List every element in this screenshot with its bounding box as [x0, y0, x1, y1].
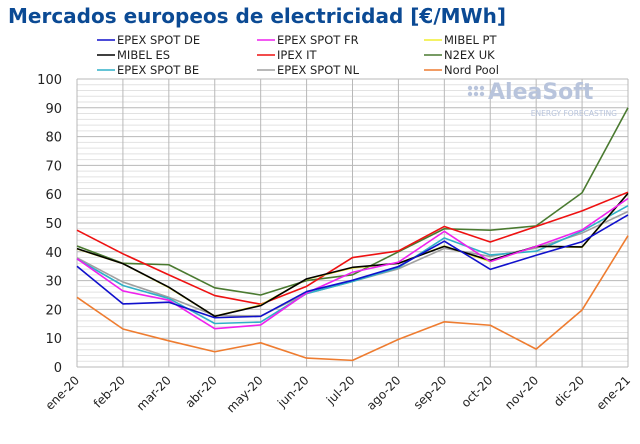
x-tick-label: jul-20: [323, 373, 358, 408]
y-tick-label: 90: [45, 102, 62, 117]
legend-item: MIBEL PT: [424, 33, 497, 47]
legend-item: MIBEL ES: [97, 48, 170, 62]
x-tick-label: sep-20: [411, 373, 450, 412]
x-tick-label: jun-20: [274, 373, 312, 411]
legend-item: EPEX SPOT FR: [257, 33, 359, 47]
series-line-epex-spot-fr: [76, 197, 629, 330]
legend-label: EPEX SPOT DE: [117, 33, 200, 47]
legend-label: N2EX UK: [444, 48, 495, 62]
x-tick-label: feb-20: [91, 373, 128, 410]
y-tick-label: 60: [45, 188, 62, 203]
legend-label: MIBEL ES: [117, 48, 170, 62]
y-tick-label: 10: [45, 332, 62, 347]
y-tick-label: 80: [45, 131, 62, 146]
legend-item: EPEX SPOT BE: [97, 63, 199, 77]
x-tick-label: mar-20: [134, 373, 174, 413]
legend-label: IPEX IT: [277, 48, 318, 62]
y-tick-label: 30: [45, 275, 62, 290]
y-tick-label: 0: [54, 361, 62, 376]
legend-label: MIBEL PT: [444, 33, 497, 47]
legend-item: IPEX IT: [257, 48, 318, 62]
logo-dot: [467, 91, 473, 97]
chart-title: Mercados europeos de electricidad [€/MWh…: [8, 4, 506, 28]
legend-label: EPEX SPOT BE: [117, 63, 199, 77]
legend-item: Nord Pool: [424, 63, 499, 77]
legend-item: N2EX UK: [424, 48, 495, 62]
logo-dot: [473, 85, 479, 91]
logo-dot: [467, 85, 473, 91]
logo-dot: [479, 85, 485, 91]
x-tick-label: ene-21: [594, 373, 634, 413]
series-line-epex-spot-be: [76, 205, 629, 325]
series-line-epex-spot-de: [76, 214, 629, 319]
legend-label: Nord Pool: [444, 63, 499, 77]
logo-text: AleaSoft: [488, 80, 594, 105]
x-tick-label: nov-20: [502, 373, 541, 412]
x-tick-label: oct-20: [458, 373, 495, 410]
x-tick-label: ago-20: [364, 373, 404, 413]
legend-label: EPEX SPOT NL: [277, 63, 360, 77]
legend-item: EPEX SPOT DE: [97, 33, 200, 47]
legend-label: EPEX SPOT FR: [277, 33, 359, 47]
logo-dot: [473, 91, 479, 97]
legend-item: EPEX SPOT NL: [257, 63, 360, 77]
series-line-ipex-it: [76, 191, 629, 306]
y-tick-label: 20: [45, 303, 62, 318]
y-tick-label: 50: [45, 217, 62, 232]
x-tick-label: abr-20: [183, 373, 220, 410]
x-tick-label: dic-20: [551, 373, 587, 409]
aleasoft-logo: AleaSoft ENERGY FORECASTING: [467, 80, 617, 118]
y-tick-label: 70: [45, 159, 62, 174]
series-line-nord-pool: [76, 235, 629, 362]
logo-subtext: ENERGY FORECASTING: [531, 109, 617, 118]
x-tick-label: may-20: [224, 373, 266, 415]
y-tick-label: 40: [45, 246, 62, 261]
y-tick-label: 100: [37, 73, 62, 88]
logo-dot: [479, 91, 485, 97]
x-tick-label: ene-20: [43, 373, 83, 413]
